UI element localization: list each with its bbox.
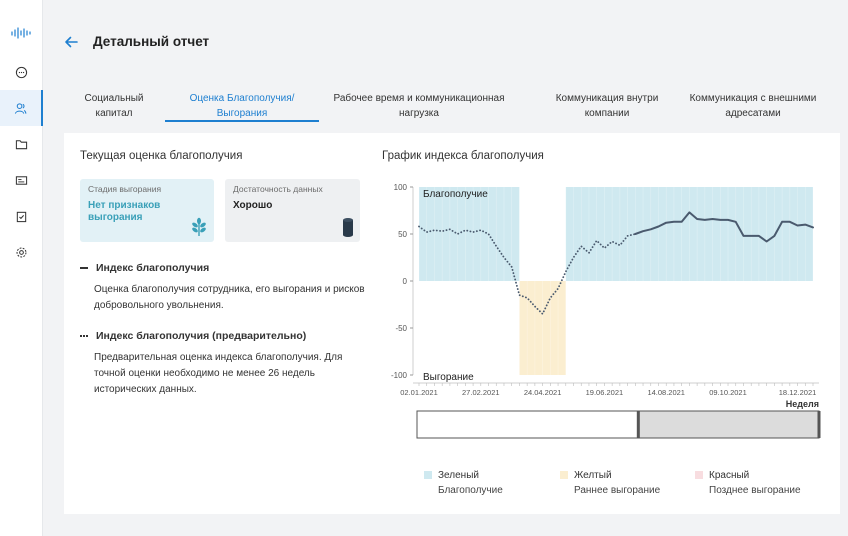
solid-line-marker: [80, 267, 88, 269]
band-label-bottom: Выгорание: [423, 372, 474, 383]
tab-external-communication[interactable]: Коммуникация с внешними адресатами: [688, 88, 818, 122]
preliminary-index-line: [418, 225, 637, 315]
legend-desc: Благополучие: [438, 485, 503, 496]
main-panel: Текущая оценка благополучия Стадия выгор…: [64, 133, 840, 514]
x-tick-label: 14.08.2021: [647, 388, 685, 397]
y-tick-label: -100: [391, 371, 408, 380]
data-cylinder-icon: [343, 218, 353, 237]
legend-desc: Раннее выгорание: [574, 485, 661, 496]
legend-red: Красный Позднее выгорание: [695, 470, 801, 496]
x-axis-label: Неделя: [786, 399, 819, 409]
chart-title: График индекса благополучия: [382, 150, 544, 162]
zone-band: [419, 187, 520, 281]
burnout-stage-card: Стадия выгорания Нет признаков выгорания: [80, 179, 214, 242]
tab-social-capital[interactable]: Социальный капитал: [73, 88, 155, 122]
legend-title: Индекс благополучия (предварительно): [96, 330, 307, 342]
y-tick-label: 0: [403, 277, 408, 286]
wellbeing-chart: 100 50 0 -50 -100 Благополучие Выгорание 02.01.…: [391, 183, 821, 439]
logo-icon: [11, 27, 31, 39]
card-value: Хорошо: [233, 200, 273, 211]
legend-green: Зеленый Благополучие: [424, 470, 503, 496]
legend-desc: Позднее выгорание: [709, 485, 801, 496]
tab-label: Оценка Благополучия/ Выгорания: [189, 93, 295, 119]
legend-name: Красный: [709, 470, 750, 481]
x-tick-label: 19.06.2021: [586, 388, 624, 397]
x-tick-label: 02.01.2021: [400, 388, 438, 397]
card-label: Стадия выгорания: [88, 184, 162, 194]
page-title: Детальный отчет: [93, 34, 210, 49]
tab-label: Социальный капитал: [84, 93, 144, 119]
legend-name: Желтый: [574, 470, 612, 481]
back-arrow-icon[interactable]: [63, 34, 79, 50]
folder-icon: [15, 139, 28, 149]
index-line: [634, 211, 814, 243]
x-tick-label: 24.04.2021: [524, 388, 562, 397]
tab-internal-communication[interactable]: Коммуникация внутри компании: [537, 88, 677, 122]
y-tick-label: 100: [394, 183, 408, 192]
legend-description: Предварительная оценка индекса благополу…: [94, 352, 343, 395]
x-tick-label: 27.02.2021: [462, 388, 500, 397]
band-label-top: Благополучие: [423, 189, 488, 200]
legend-yellow: Желтый Раннее выгорание: [560, 470, 660, 496]
tab-bar: Социальный капитал Оценка Благополучия/ …: [43, 88, 848, 124]
data-sufficiency-card: Достаточность данных Хорошо: [225, 179, 360, 242]
red-swatch: [695, 471, 703, 480]
tab-wellbeing[interactable]: Оценка Благополучия/ Выгорания: [165, 88, 319, 122]
dotted-line-marker: [80, 335, 88, 337]
sidebar: [0, 0, 43, 536]
header: Детальный отчет: [43, 0, 848, 80]
sprout-icon: [192, 217, 206, 236]
sidebar-item-folder[interactable]: [0, 126, 43, 162]
card-value: Нет признаков выгорания: [88, 200, 161, 223]
range-slider-handle-right[interactable]: [817, 411, 821, 438]
range-slider-selection: [637, 410, 820, 439]
card-label: Достаточность данных: [233, 184, 323, 194]
legend-title: Индекс благополучия: [96, 262, 210, 274]
legend-name: Зеленый: [438, 470, 479, 481]
clipboard-check-icon: [16, 211, 27, 222]
tab-label: Коммуникация внутри компании: [555, 93, 659, 119]
sidebar-item-tasks[interactable]: [0, 198, 43, 234]
sidebar-item-chat[interactable]: [0, 54, 43, 90]
preliminary-index-legend: Индекс благополучия (предварительно) Пре…: [80, 330, 380, 398]
sidebar-item-card[interactable]: [0, 162, 43, 198]
y-tick-label: -50: [395, 324, 407, 333]
gear-icon: [16, 247, 27, 257]
zone-band: [519, 281, 566, 375]
tab-working-time[interactable]: Рабочее время и коммуникационная нагрузк…: [329, 88, 509, 122]
legend-description: Оценка благополучия сотрудника, его выго…: [94, 284, 365, 311]
sidebar-item-settings[interactable]: [0, 234, 43, 270]
current-assessment-title: Текущая оценка благополучия: [80, 150, 243, 162]
x-tick-label: 18.12.2021: [779, 388, 817, 397]
sidebar-item-people[interactable]: [0, 90, 43, 126]
range-slider-handle-left[interactable]: [636, 411, 640, 438]
tab-label: Коммуникация с внешними адресатами: [689, 93, 817, 119]
zone-band: [565, 187, 813, 281]
green-swatch: [424, 471, 432, 480]
id-card-icon: [15, 175, 28, 185]
index-legend: Индекс благополучия Оценка благополучия …: [80, 262, 380, 314]
people-icon: [14, 102, 27, 114]
yellow-swatch: [560, 471, 568, 480]
y-tick-label: 50: [398, 230, 407, 239]
tab-label: Рабочее время и коммуникационная нагрузк…: [333, 93, 505, 119]
x-tick-label: 09.10.2021: [709, 388, 747, 397]
chat-icon: [15, 66, 28, 78]
